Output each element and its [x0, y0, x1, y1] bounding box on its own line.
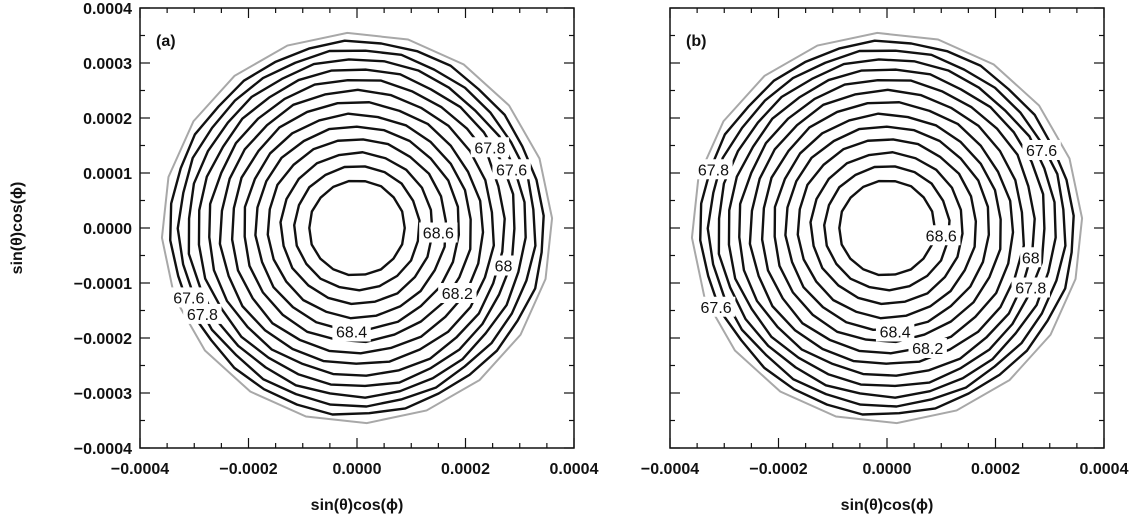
y-tick-label: 0.0003	[83, 56, 132, 73]
y-tick-label: −0.0003	[74, 386, 132, 403]
contour-label: 68.6	[423, 226, 454, 243]
contour-line	[784, 125, 991, 331]
y-tick-label: 0.0000	[83, 221, 132, 238]
contour-line	[279, 151, 434, 306]
contour-label-bg	[470, 137, 510, 158]
contour-label-bg	[875, 321, 915, 342]
contour-line	[706, 49, 1067, 408]
contour-label-bg	[696, 296, 736, 317]
contour-label: 67.8	[187, 307, 218, 324]
contour-line	[230, 101, 485, 355]
contour-label-bg	[1020, 247, 1042, 268]
y-tick-label: 0.0002	[83, 111, 132, 128]
x-tick-label: 0.0002	[971, 461, 1020, 478]
contour-label: 68.4	[336, 325, 367, 342]
y-axis-title: sin(θ)cos(ϕ)	[9, 182, 26, 275]
x-tick-label: 0.0004	[550, 461, 599, 478]
contour-label: 68.2	[912, 341, 943, 358]
contour-line	[796, 138, 978, 320]
contour-line	[838, 179, 936, 277]
x-tick-label: −0.0002	[219, 461, 277, 478]
contour-line	[717, 58, 1057, 399]
x-axis-title: sin(θ)cos(ϕ)	[841, 497, 934, 514]
contour-label-bg	[492, 255, 515, 276]
contour-label: 67.6	[1026, 143, 1057, 160]
contour-label: 68.4	[880, 325, 911, 342]
contour-line	[197, 68, 516, 388]
contour-label-bg	[492, 159, 531, 180]
contour-line	[187, 58, 527, 399]
y-tick-label: −0.0001	[74, 276, 132, 293]
contour-label: 68.2	[442, 286, 473, 303]
contour-label-bg	[438, 283, 477, 303]
x-tick-label: −0.0004	[641, 461, 699, 478]
contour-line	[699, 39, 1075, 416]
contour-line	[727, 68, 1046, 388]
contour-line	[308, 179, 406, 277]
panel-a: −0.0004 −0.0002 0.0000 0.0002 0.0004 −0.0004 −…	[9, 1, 599, 514]
contour-label: 67.6	[173, 290, 204, 307]
outer-boundary	[690, 31, 1084, 425]
contour-line	[773, 112, 1002, 344]
contour-label: 67.6	[496, 162, 527, 179]
y-tick-label: −0.0002	[74, 331, 132, 348]
contour-line	[254, 125, 461, 331]
x-tick-label: 0.0002	[441, 461, 490, 478]
contour-label-bg	[1022, 140, 1061, 160]
contour-label: 67.8	[698, 162, 729, 179]
panel-label: (a)	[156, 33, 176, 50]
contour-label-bg	[332, 321, 371, 342]
contour-line	[738, 78, 1036, 377]
x-tick-label: −0.0004	[111, 461, 169, 478]
contour-line	[218, 88, 496, 365]
contour-label: 67.8	[474, 140, 505, 157]
x-tick-label: 0.0004	[1080, 461, 1129, 478]
x-axis-title: sin(θ)cos(ϕ)	[311, 497, 404, 514]
contour-label-bg	[694, 159, 733, 180]
panel-label: (b)	[686, 33, 706, 50]
x-tick-label: −0.0002	[749, 461, 807, 478]
contour-label: 68	[1022, 250, 1040, 267]
contour-line	[266, 138, 448, 320]
contour-line	[176, 49, 537, 408]
contour-label: 67.6	[701, 300, 732, 317]
plot-frame	[139, 7, 575, 449]
contour-line	[760, 101, 1015, 355]
contour-label-bg	[169, 287, 209, 308]
outer-boundary	[160, 31, 554, 425]
contour-label-bg	[922, 225, 961, 246]
contour-line	[823, 165, 951, 292]
contour-label-bg	[908, 338, 947, 358]
contour-line	[809, 151, 964, 306]
panel-b: −0.0004 −0.0002 0.0000 0.0002 0.0004 sin(θ)co…	[641, 7, 1129, 514]
y-tick-label: −0.0004	[74, 441, 132, 458]
contour-line	[293, 165, 421, 292]
contour-label: 68	[495, 259, 513, 276]
y-tick-label: 0.0001	[83, 166, 132, 183]
contour-line	[208, 78, 506, 377]
plot-frame	[669, 7, 1105, 449]
x-tick-label: 0.0000	[863, 461, 912, 478]
contour-label-bg	[183, 303, 222, 324]
x-tick-label: 0.0000	[333, 461, 382, 478]
contour-label: 68.6	[926, 228, 957, 245]
contour-line	[169, 39, 545, 416]
contour-label-bg	[1011, 277, 1050, 298]
contour-label-bg	[419, 222, 458, 243]
contour-label: 67.8	[1015, 281, 1046, 298]
y-tick-label: 0.0004	[83, 1, 132, 18]
contour-line	[243, 112, 472, 344]
